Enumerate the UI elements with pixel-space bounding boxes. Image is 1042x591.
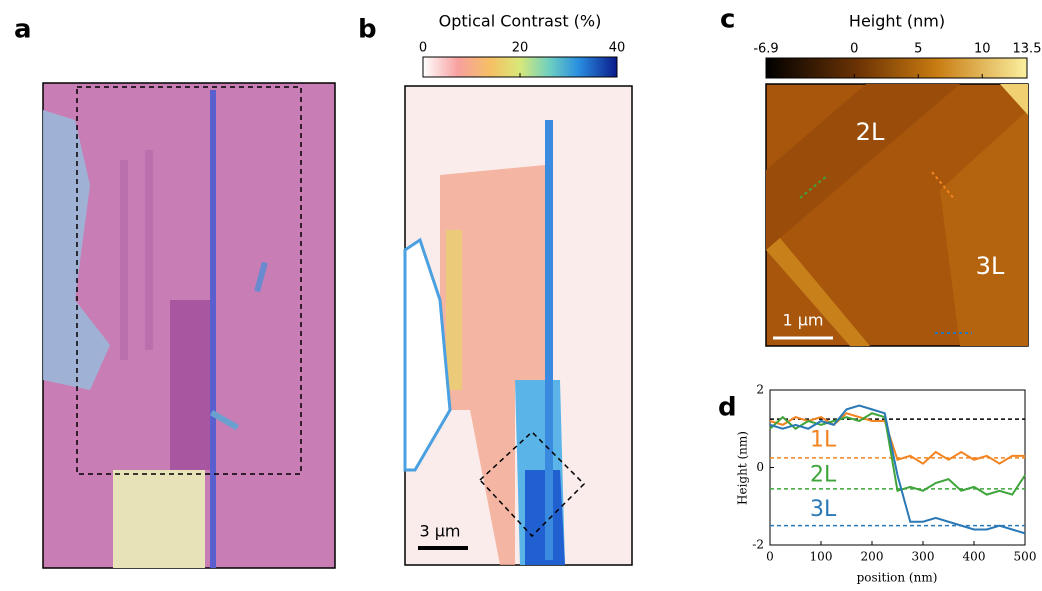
colorbar-tick-label: -6.9 (753, 42, 778, 57)
series-label: 1L (810, 427, 837, 452)
y-tick-label: -2 (752, 538, 764, 552)
x-axis-label: position (nm) (857, 571, 938, 585)
x-tick-label: 400 (963, 550, 986, 564)
optical-image (43, 83, 335, 568)
panel-label: d (718, 393, 737, 423)
panel-label: c (720, 5, 735, 35)
x-tick-label: 0 (766, 550, 774, 564)
colorbar-tick-label: 5 (914, 42, 922, 57)
series-label: 2L (810, 462, 837, 487)
region-label: 2L (856, 118, 885, 146)
scale-bar-label: 3 µm (419, 522, 460, 541)
colorbar-tick-label: 20 (512, 41, 529, 56)
colorbar-title: Optical Contrast (%) (439, 12, 602, 31)
panel-label: b (358, 15, 377, 45)
data-line (770, 413, 1025, 494)
plot-frame (770, 390, 1025, 545)
scale-bar-label: 1 µm (782, 311, 823, 330)
data-line (770, 406, 1025, 534)
afm-image (766, 84, 1028, 346)
y-tick-label: 0 (756, 460, 764, 474)
x-tick-label: 200 (861, 550, 884, 564)
x-tick-label: 300 (912, 550, 935, 564)
colorbar-title: Height (nm) (849, 12, 945, 31)
region-label: 3L (976, 252, 1005, 280)
colorbar-tick-label: 0 (850, 42, 858, 57)
panel-label: a (14, 15, 32, 45)
x-tick-label: 100 (810, 550, 833, 564)
y-axis-label: Height (nm) (736, 431, 750, 505)
colorbar-tick-label: 40 (609, 41, 626, 56)
colorbar-tick-label: 10 (974, 42, 991, 57)
series-label: 3L (810, 497, 837, 522)
x-tick-label: 500 (1014, 550, 1037, 564)
figure: a b Optical Contrast (%) 3 µm c Height (… (0, 0, 1042, 591)
y-tick-label: 2 (756, 383, 764, 397)
colorbar-tick-label: 0 (419, 41, 427, 56)
colorbar (766, 58, 1027, 78)
colorbar-tick-label: 13.5 (1013, 42, 1042, 57)
contrast-image (405, 86, 632, 565)
